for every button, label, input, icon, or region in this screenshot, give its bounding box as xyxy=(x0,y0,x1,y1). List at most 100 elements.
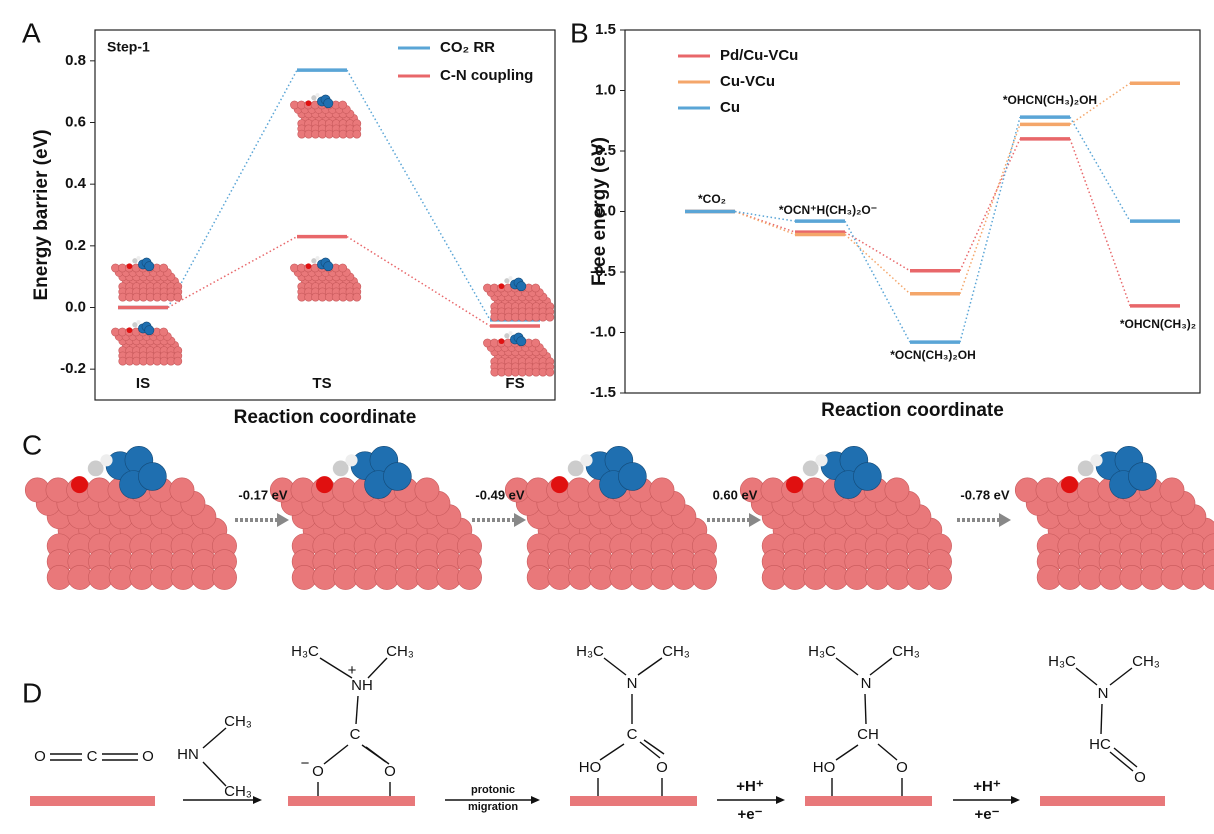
atom xyxy=(352,292,362,302)
arrow-head xyxy=(1011,796,1020,804)
bond xyxy=(637,657,663,676)
chem-label: migration xyxy=(468,801,518,813)
legend-label: Pd/Cu-VCu xyxy=(720,47,798,64)
atom xyxy=(815,454,828,467)
step-energy: -0.78 eV xyxy=(960,487,1009,502)
chem-label: C xyxy=(627,726,638,743)
y-tick-label: 0.4 xyxy=(65,175,87,192)
chem-label: CH₃ xyxy=(892,643,920,660)
legend-label: Cu xyxy=(720,99,740,116)
chem-label: HO xyxy=(579,759,602,776)
chem-label: O xyxy=(34,748,46,765)
plot-frame xyxy=(94,29,556,401)
y-tick-label: 0.2 xyxy=(65,237,86,254)
atom xyxy=(457,565,482,590)
chem-label: O xyxy=(312,763,324,780)
atom xyxy=(132,322,138,328)
bond xyxy=(864,693,867,725)
atom xyxy=(498,283,505,290)
panel-label: B xyxy=(570,17,589,48)
atom xyxy=(315,93,320,98)
y-axis-label: Energy barrier (eV) xyxy=(31,129,52,300)
connector xyxy=(844,231,911,272)
atom xyxy=(315,476,334,494)
atom xyxy=(567,460,584,477)
chem-label: H₃C xyxy=(576,643,604,660)
bond xyxy=(355,695,359,725)
y-tick-label: 1.5 xyxy=(595,21,616,38)
atom xyxy=(136,320,141,325)
bond xyxy=(639,741,661,759)
chem-label: N xyxy=(627,675,638,692)
legend-label: C-N coupling xyxy=(440,67,533,84)
bond xyxy=(319,657,353,679)
y-tick-label: -1.0 xyxy=(590,323,616,340)
connector xyxy=(1069,138,1131,307)
atom xyxy=(126,327,133,334)
annotation: *OCN(CH₃)₂OH xyxy=(890,348,976,362)
chem-label: HC xyxy=(1089,736,1111,753)
atom xyxy=(173,292,183,302)
atom xyxy=(545,312,555,322)
panel-label: D xyxy=(22,677,42,708)
x-axis-label: Reaction coordinate xyxy=(821,400,1004,421)
atom xyxy=(169,477,195,503)
legend-label: Cu-VCu xyxy=(720,73,775,90)
arrow-head xyxy=(776,796,785,804)
chem-label: + xyxy=(348,662,357,679)
chem-label: HN xyxy=(177,746,199,763)
connector xyxy=(167,69,298,308)
atom xyxy=(927,565,952,590)
y-tick-label: 0.5 xyxy=(595,142,616,159)
bond xyxy=(1075,667,1098,686)
atom xyxy=(138,462,167,491)
atom xyxy=(802,460,819,477)
panel-label: A xyxy=(22,17,41,48)
atom xyxy=(550,476,569,494)
connector xyxy=(734,210,796,233)
connector xyxy=(959,138,1021,272)
x-tick-label: IS xyxy=(136,375,150,392)
atom xyxy=(311,95,317,101)
connector xyxy=(1069,82,1131,125)
atom xyxy=(70,476,89,494)
chem-label: O xyxy=(384,763,396,780)
atom xyxy=(338,263,348,273)
atom xyxy=(323,261,334,272)
bond xyxy=(1109,667,1133,686)
chem-label: +e⁻ xyxy=(974,806,999,823)
chem-label: CH₃ xyxy=(224,783,252,800)
connector xyxy=(346,235,491,327)
annotation: *CO₂ xyxy=(698,192,726,206)
x-tick-label: TS xyxy=(312,375,331,392)
chem-label: +H⁺ xyxy=(736,778,764,795)
bond xyxy=(367,657,388,679)
chem-label: C xyxy=(87,748,98,765)
y-tick-label: -0.5 xyxy=(590,263,616,280)
chem-label: H₃C xyxy=(1048,653,1076,670)
atom xyxy=(100,454,113,467)
legend-label: CO₂ RR xyxy=(440,39,495,56)
chem-label: O xyxy=(142,748,154,765)
chem-label: N xyxy=(1098,685,1109,702)
atom xyxy=(516,281,527,292)
atom xyxy=(352,129,362,139)
chem-label: NH xyxy=(351,677,373,694)
y-tick-label: 0.8 xyxy=(65,52,86,69)
atom xyxy=(504,333,510,339)
atom xyxy=(692,565,717,590)
connector xyxy=(167,235,298,309)
x-axis-label: Reaction coordinate xyxy=(234,407,417,428)
bond xyxy=(835,657,859,676)
chem-label: − xyxy=(301,755,310,772)
atom xyxy=(136,256,141,261)
atom xyxy=(504,278,510,284)
chem-label: CH₃ xyxy=(386,643,414,660)
chem-label: +e⁻ xyxy=(737,806,762,823)
atom xyxy=(132,258,138,264)
atom xyxy=(516,336,527,347)
atom xyxy=(383,462,412,491)
atom xyxy=(1090,454,1103,467)
bond xyxy=(202,761,227,787)
